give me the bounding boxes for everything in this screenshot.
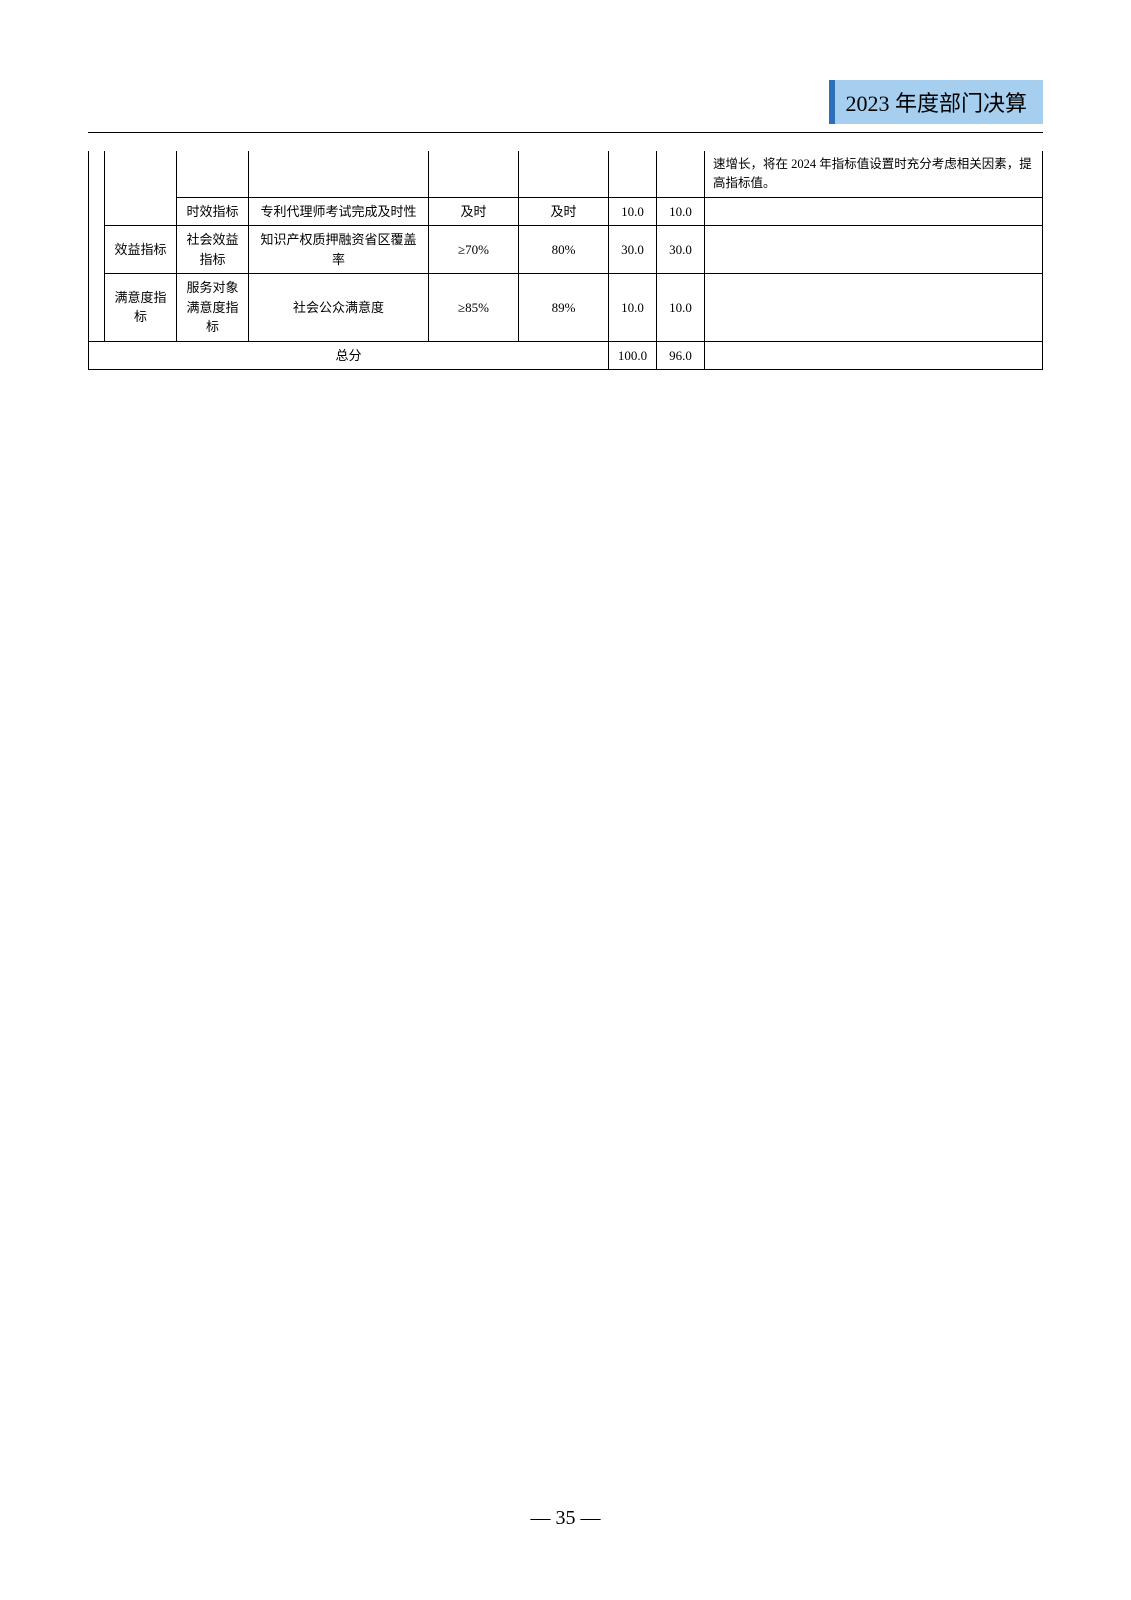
cell-category: 满意度指标 (105, 274, 177, 342)
cell-total-remark (705, 341, 1043, 370)
cell-indicator: 社会公众满意度 (249, 274, 429, 342)
left-spacer (89, 151, 105, 341)
table-total-row: 总分 100.0 96.0 (89, 341, 1043, 370)
cell-indicator: 专利代理师考试完成及时性 (249, 197, 429, 226)
cell-score2: 10.0 (657, 274, 705, 342)
cell-total-score1: 100.0 (609, 341, 657, 370)
cell-indicator: 知识产权质押融资省区覆盖率 (249, 226, 429, 274)
cell-sub: 时效指标 (177, 197, 249, 226)
header-underline (88, 132, 1043, 133)
cell-total-label: 总分 (89, 341, 609, 370)
cell-score1: 10.0 (609, 197, 657, 226)
cell-remark (705, 197, 1043, 226)
cell-remark: 速增长，将在 2024 年指标值设置时充分考虑相关因素，提高指标值。 (705, 151, 1043, 197)
cell-target: ≥85% (429, 274, 519, 342)
cell-category: 效益指标 (105, 226, 177, 274)
cell-target: ≥70% (429, 226, 519, 274)
cell-remark (705, 274, 1043, 342)
cell-score2: 30.0 (657, 226, 705, 274)
cell-actual: 80% (519, 226, 609, 274)
cell-remark (705, 226, 1043, 274)
cell-category-empty (105, 151, 177, 226)
page-title: 2023 年度部门决算 (829, 80, 1043, 124)
cell-score1: 10.0 (609, 274, 657, 342)
cell-score1: 30.0 (609, 226, 657, 274)
cell-score2: 10.0 (657, 197, 705, 226)
cell-sub: 服务对象满意度指标 (177, 274, 249, 342)
cell-actual: 及时 (519, 197, 609, 226)
performance-table: 速增长，将在 2024 年指标值设置时充分考虑相关因素，提高指标值。 时效指标 … (88, 151, 1043, 370)
cell-indicator-empty (249, 151, 429, 197)
cell-sub-empty (177, 151, 249, 197)
cell-actual-empty (519, 151, 609, 197)
table-row: 满意度指标 服务对象满意度指标 社会公众满意度 ≥85% 89% 10.0 10… (89, 274, 1043, 342)
cell-sub: 社会效益指标 (177, 226, 249, 274)
cell-score2-empty (657, 151, 705, 197)
cell-actual: 89% (519, 274, 609, 342)
cell-target: 及时 (429, 197, 519, 226)
cell-target-empty (429, 151, 519, 197)
page-number: — 35 — (0, 1507, 1131, 1530)
cell-total-score2: 96.0 (657, 341, 705, 370)
table-row: 效益指标 社会效益指标 知识产权质押融资省区覆盖率 ≥70% 80% 30.0 … (89, 226, 1043, 274)
table-row: 时效指标 专利代理师考试完成及时性 及时 及时 10.0 10.0 (89, 197, 1043, 226)
table-row: 速增长，将在 2024 年指标值设置时充分考虑相关因素，提高指标值。 (89, 151, 1043, 197)
cell-score1-empty (609, 151, 657, 197)
